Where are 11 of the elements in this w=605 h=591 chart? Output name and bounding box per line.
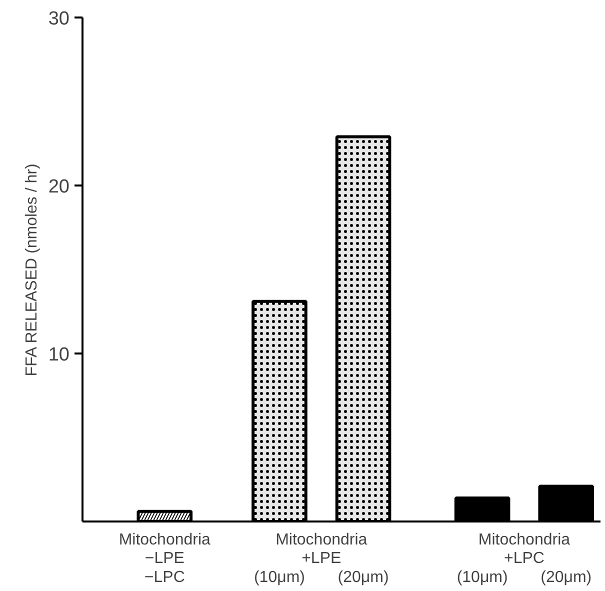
y-tick-label: 30 (48, 8, 70, 30)
x-tick-label: Mitochondria −LPE −LPC (118, 532, 211, 586)
y-tick-label: 10 (48, 344, 70, 366)
y-tick-label: 20 (48, 176, 70, 198)
x-tick-label: (10μm) (254, 568, 305, 586)
x-tick-label: (10μm) (456, 568, 508, 586)
x-tick-label: (20μm) (338, 568, 389, 586)
text: Mitochondria +LPE (276, 532, 368, 568)
y-axis-title: FFA RELEASED (nmoles / hr) (23, 164, 40, 376)
text: Mitochondria +LPC (478, 532, 570, 568)
x-tick-label: (20μm) (540, 568, 592, 586)
